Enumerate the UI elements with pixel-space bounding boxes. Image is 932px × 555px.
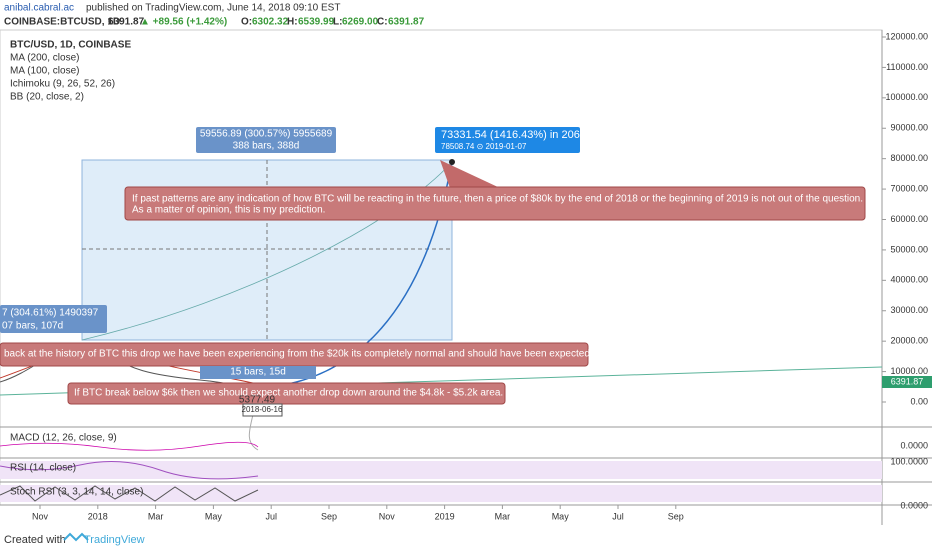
- price-tick-label: 10000.00: [890, 366, 928, 376]
- rsi-line: [0, 460, 259, 480]
- time-tick-label: Jul: [612, 511, 624, 521]
- price-tick-label: 120000.00: [885, 31, 928, 41]
- macd-line: [0, 441, 259, 451]
- prediction-box: [124, 186, 866, 221]
- time-tick-label: Sep: [668, 511, 684, 521]
- high-label: H:: [287, 17, 298, 28]
- indicator-name: RSI (14, close): [10, 463, 76, 474]
- low: 6269.00: [342, 17, 379, 28]
- close: 6391.87: [388, 17, 425, 28]
- price-tick-label: 110000.00: [886, 62, 928, 72]
- generated: BTC/USD, 1D, COINBASE MA (200, close) MA (…: [10, 31, 928, 521]
- indicator-name: Stoch RSI (3, 3, 14, 14, close): [10, 487, 143, 498]
- price-tick-label: 0.00: [910, 396, 928, 406]
- time-tick-label: Mar: [495, 511, 511, 521]
- symbol: COINBASE:BTCUSD, 1D: [4, 17, 120, 28]
- price-tick-label: 30000.00: [890, 305, 928, 315]
- range-text: 07 bars, 107d: [2, 321, 63, 332]
- indicator-name: MACD (12, 26, close, 9): [10, 433, 117, 444]
- indicator-axis: 100.0000: [890, 456, 928, 466]
- legend-item: BTC/USD, 1D, COINBASE: [10, 40, 131, 51]
- open-label: O:: [241, 17, 252, 28]
- last-price: 6391.87: [891, 376, 924, 386]
- range-box: [196, 127, 336, 153]
- range-text: 15 bars, 15d: [230, 367, 286, 378]
- range-box: [0, 305, 107, 333]
- time-tick-label: May: [552, 511, 570, 521]
- price-tick-label: 70000.00: [890, 183, 928, 193]
- time-tick-label: Jul: [265, 511, 277, 521]
- range-text: 59556.89 (300.57%) 5955689: [200, 129, 333, 140]
- symbol-line: COINBASE:BTCUSD, 1D 6391.87 ▲ +89.56 (+1…: [4, 17, 425, 28]
- price-tick-label: 100000.00: [885, 92, 928, 102]
- price: 6391.87: [108, 17, 145, 28]
- target-text: 78508.74 ⊙ 2019-01-07: [441, 142, 527, 151]
- warning-text: If BTC break below $6k then we should ex…: [74, 388, 503, 399]
- range-text: 388 bars, 388d: [233, 141, 300, 152]
- last-price-box: [882, 376, 932, 388]
- price-tick-label: 50000.00: [890, 244, 928, 254]
- stoch-band: [0, 485, 882, 502]
- date-label: 2018-06-16: [242, 405, 283, 414]
- indicator-axis: 0.0000: [900, 500, 928, 510]
- target-text: 73331.54 (1416.43%) in 206d: [441, 129, 586, 141]
- time-tick-label: 2019: [435, 511, 455, 521]
- low-label: L:: [333, 17, 342, 28]
- low-price: 5377.49: [239, 395, 276, 406]
- close-label: C:: [377, 17, 388, 28]
- published: published on TradingView.com, June 14, 2…: [86, 3, 340, 14]
- time-tick-label: 2018: [88, 511, 108, 521]
- price-tick-label: 60000.00: [890, 214, 928, 224]
- range-text: 7 (304.61%) 1490397: [2, 308, 99, 319]
- time-tick-label: Mar: [148, 511, 164, 521]
- legend-item: MA (200, close): [10, 53, 79, 64]
- range-box: [200, 366, 316, 379]
- stoch-line: [0, 485, 259, 502]
- date-box: [242, 403, 283, 417]
- footer-brand[interactable]: TradingView: [84, 534, 145, 546]
- price-tick-label: 90000.00: [890, 123, 928, 133]
- high: 6539.99: [298, 17, 335, 28]
- legend-item: Ichimoku (9, 26, 52, 26): [10, 79, 115, 90]
- price-tick-label: 80000.00: [890, 153, 928, 163]
- time-tick-label: Nov: [379, 511, 396, 521]
- price-tick-label: 40000.00: [890, 275, 928, 285]
- target-point: [449, 159, 455, 165]
- indicator-axis: 0.0000: [900, 440, 928, 450]
- time-tick-label: May: [205, 511, 223, 521]
- price-tick-label: 20000.00: [890, 336, 928, 346]
- target-box: [435, 127, 580, 153]
- callout-pointer: [440, 160, 500, 188]
- time-tick-label: Nov: [32, 511, 49, 521]
- prediction-text: If past patterns are any indication of h…: [132, 194, 863, 205]
- open: 6302.32: [252, 17, 289, 28]
- logo: [63, 532, 89, 542]
- history-text: back at the history of BTC this drop we …: [4, 349, 593, 360]
- rsi-band: [0, 461, 882, 479]
- prediction-text: As a matter of opinion, this is my predi…: [132, 205, 325, 216]
- warning-box: [67, 382, 506, 405]
- time-tick-label: Sep: [321, 511, 337, 521]
- legend-item: MA (100, close): [10, 66, 79, 77]
- author[interactable]: anibal.cabral.ac: [4, 3, 74, 14]
- legend-item: BB (20, close, 2): [10, 92, 84, 103]
- change: ▲ +89.56 (+1.42%): [140, 17, 227, 28]
- footer-created: Created with: [4, 534, 66, 546]
